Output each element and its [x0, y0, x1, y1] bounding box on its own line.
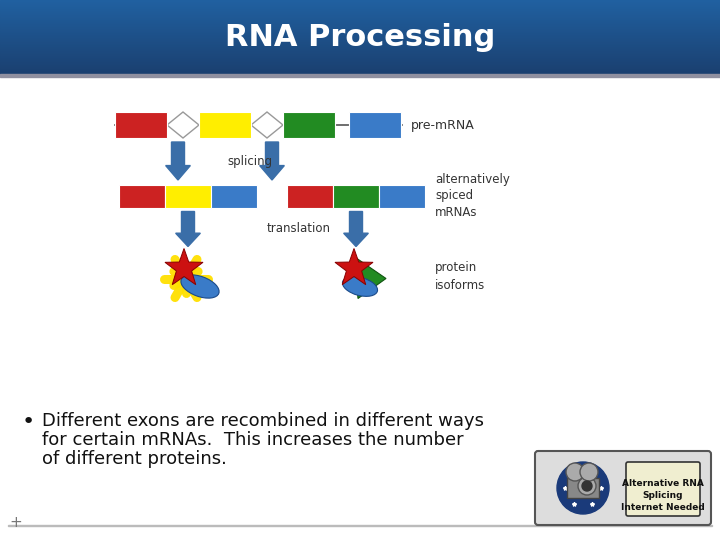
Bar — [567, 478, 599, 498]
Bar — [283, 112, 335, 138]
Text: Alternative RNA
Splicing
Internet Needed: Alternative RNA Splicing Internet Needed — [621, 479, 705, 511]
Bar — [199, 112, 251, 138]
Text: •: • — [22, 412, 35, 432]
Bar — [211, 185, 257, 207]
FancyBboxPatch shape — [535, 451, 711, 525]
Bar — [8, 524, 712, 526]
Bar — [165, 185, 211, 207]
Text: translation: translation — [267, 222, 331, 235]
Polygon shape — [335, 248, 373, 285]
Circle shape — [580, 463, 598, 481]
FancyArrow shape — [343, 212, 369, 246]
Bar — [0, 74, 720, 77]
Text: protein
isoforms: protein isoforms — [435, 261, 485, 292]
Polygon shape — [167, 112, 199, 138]
FancyArrow shape — [260, 142, 284, 180]
Bar — [119, 185, 165, 207]
Polygon shape — [354, 256, 386, 299]
Text: of different proteins.: of different proteins. — [42, 450, 227, 468]
Ellipse shape — [343, 276, 377, 296]
Text: pre-mRNA: pre-mRNA — [411, 118, 474, 132]
Bar — [379, 185, 425, 207]
Bar — [287, 185, 333, 207]
Text: for certain mRNAs.  This increases the number: for certain mRNAs. This increases the nu… — [42, 431, 464, 449]
FancyBboxPatch shape — [626, 462, 700, 516]
Text: RNA Processing: RNA Processing — [225, 23, 495, 51]
Bar — [349, 112, 401, 138]
Circle shape — [582, 481, 592, 491]
Text: Different exons are recombined in different ways: Different exons are recombined in differ… — [42, 412, 484, 430]
Ellipse shape — [181, 275, 219, 298]
Text: alternatively
spiced
mRNAs: alternatively spiced mRNAs — [435, 172, 510, 219]
Text: +: + — [9, 515, 22, 530]
Bar — [115, 112, 167, 138]
Circle shape — [566, 463, 584, 481]
Bar — [0, 77, 720, 540]
Bar — [333, 185, 379, 207]
FancyArrow shape — [166, 142, 190, 180]
Polygon shape — [251, 112, 283, 138]
Circle shape — [578, 477, 596, 495]
Text: splicing: splicing — [227, 154, 272, 167]
Circle shape — [557, 462, 609, 514]
FancyArrow shape — [176, 212, 200, 246]
Polygon shape — [165, 248, 203, 285]
